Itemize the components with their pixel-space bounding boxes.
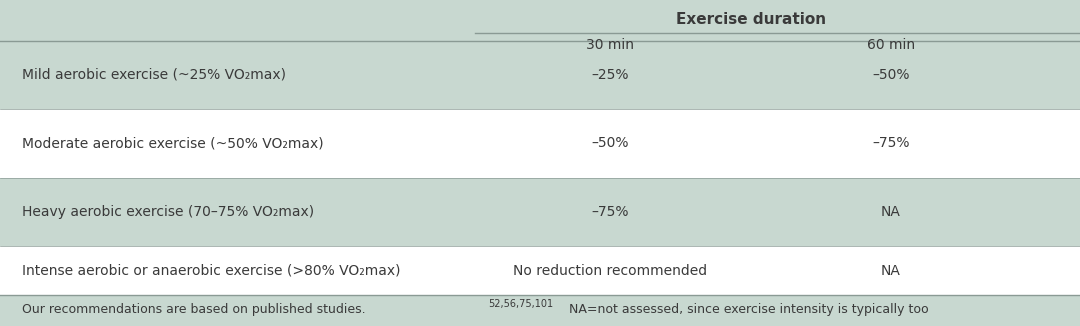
Text: Heavy aerobic exercise (70–75% VO₂max): Heavy aerobic exercise (70–75% VO₂max) bbox=[22, 205, 313, 219]
Text: No reduction recommended: No reduction recommended bbox=[513, 264, 707, 277]
Text: 30 min: 30 min bbox=[586, 38, 634, 52]
Text: Moderate aerobic exercise (~50% VO₂max): Moderate aerobic exercise (~50% VO₂max) bbox=[22, 137, 323, 150]
Text: 60 min: 60 min bbox=[867, 38, 915, 52]
Bar bbox=[0, 246, 1080, 295]
Text: –75%: –75% bbox=[873, 137, 909, 150]
Text: Our recommendations are based on published studies.: Our recommendations are based on publish… bbox=[22, 303, 365, 316]
Bar bbox=[0, 178, 1080, 246]
Text: –75%: –75% bbox=[592, 205, 629, 219]
Bar bbox=[0, 41, 1080, 109]
Text: NA: NA bbox=[881, 205, 901, 219]
Text: 52,56,75,101: 52,56,75,101 bbox=[488, 299, 553, 309]
Text: –25%: –25% bbox=[592, 68, 629, 82]
Text: Mild aerobic exercise (~25% VO₂max): Mild aerobic exercise (~25% VO₂max) bbox=[22, 68, 285, 82]
Text: Intense aerobic or anaerobic exercise (>80% VO₂max): Intense aerobic or anaerobic exercise (>… bbox=[22, 264, 400, 277]
Text: NA: NA bbox=[881, 264, 901, 277]
Text: –50%: –50% bbox=[873, 68, 909, 82]
Text: Exercise duration: Exercise duration bbox=[675, 12, 826, 27]
Bar bbox=[0, 109, 1080, 178]
Text: NA=not assessed, since exercise intensity is typically too: NA=not assessed, since exercise intensit… bbox=[565, 303, 929, 316]
Text: –50%: –50% bbox=[592, 137, 629, 150]
